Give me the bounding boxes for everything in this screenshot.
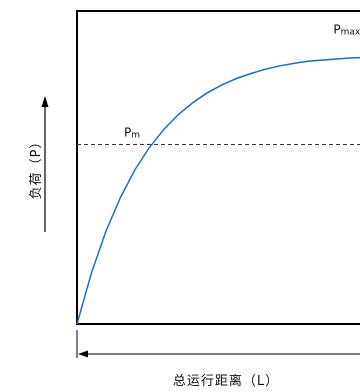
x-axis-arrow-head: [78, 350, 88, 358]
pm-label: Pm: [124, 125, 140, 140]
y-axis-label: 负荷（P）: [29, 135, 44, 200]
x-axis-label: 总运行距离（L）: [173, 373, 279, 389]
y-axis-arrow-head: [41, 96, 49, 107]
load-curve: [76, 56, 360, 325]
plot-frame: [76, 10, 360, 325]
pmax-label: Pmax: [333, 22, 360, 37]
